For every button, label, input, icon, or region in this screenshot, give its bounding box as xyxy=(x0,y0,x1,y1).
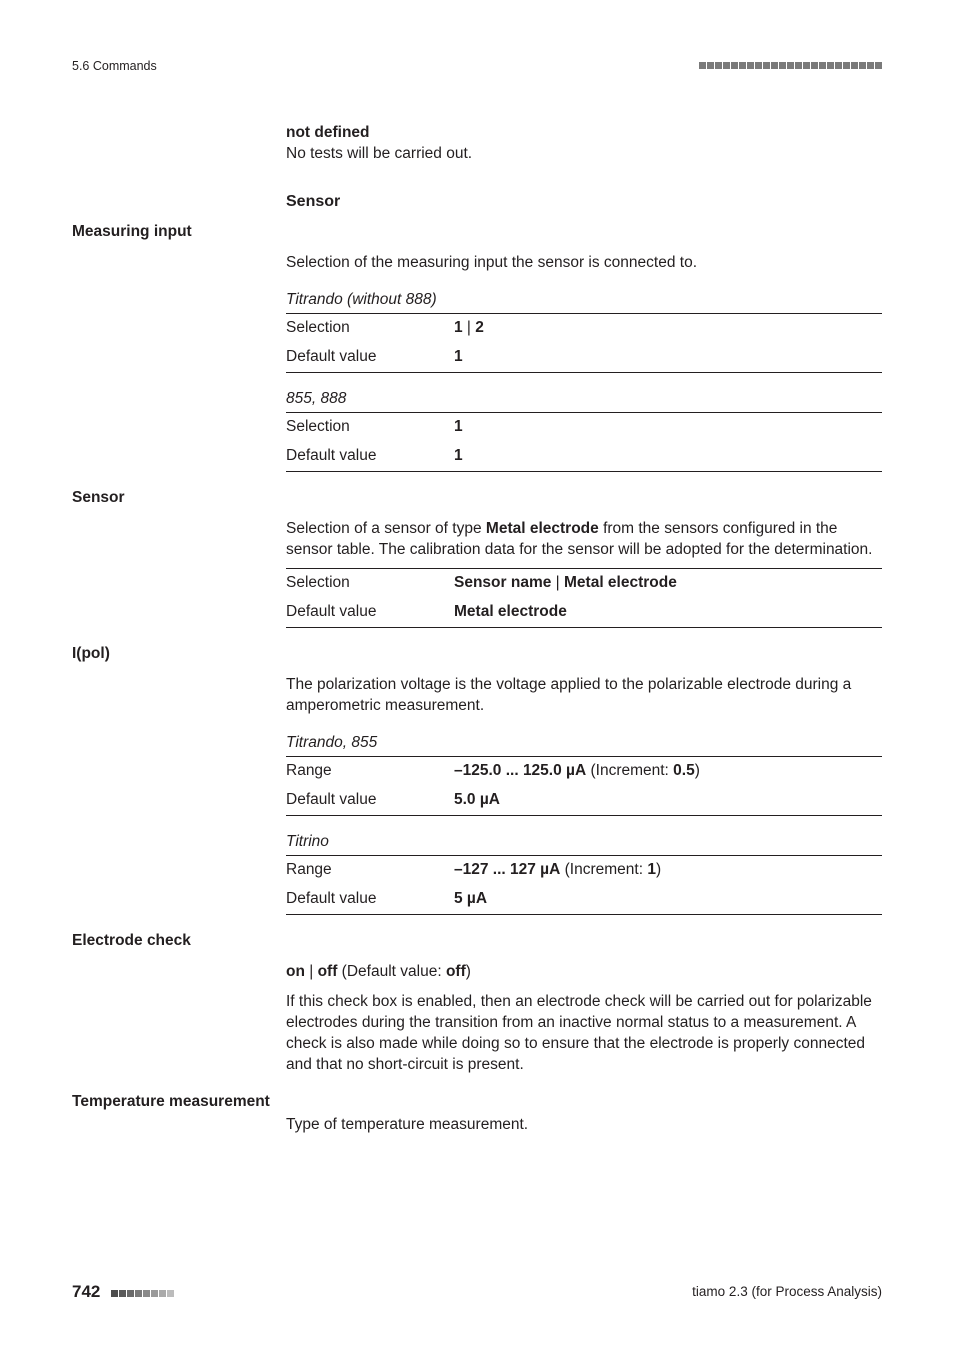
kv-table: Selection1Default value1 xyxy=(286,413,882,472)
row-value: –125.0 ... 125.0 µA (Increment: 0.5) xyxy=(454,757,882,786)
electrode-check-tail: ) xyxy=(466,963,471,980)
row-key: Selection xyxy=(286,413,454,442)
page-footer: 742 tiamo 2.3 (for Process Analysis) xyxy=(72,1281,882,1304)
table-row: Default valueMetal electrode xyxy=(286,598,882,627)
table-row: Default value5 µA xyxy=(286,885,882,914)
not-defined-block: not defined No tests will be carried out… xyxy=(286,123,882,212)
row-value: Metal electrode xyxy=(454,598,882,627)
page-content: not defined No tests will be carried out… xyxy=(72,123,882,1136)
sensor-intro: Selection of a sensor of type Metal elec… xyxy=(286,519,882,561)
header-ornament xyxy=(698,60,882,74)
row-key: Default value xyxy=(286,343,454,372)
group-caption: Titrando, 855 xyxy=(286,733,882,757)
row-key: Default value xyxy=(286,598,454,627)
kv-table: Range–127 ... 127 µA (Increment: 1)Defau… xyxy=(286,856,882,915)
electrode-check-toggle: on | off (Default value: off) xyxy=(286,962,882,983)
row-key: Selection xyxy=(286,569,454,598)
row-value: 1 xyxy=(454,343,882,372)
ipol-label: I(pol) xyxy=(72,644,882,665)
measuring-input-intro: Selection of the measuring input the sen… xyxy=(286,253,882,274)
electrode-check-on: on xyxy=(286,963,305,980)
electrode-check-default-value: off xyxy=(446,963,466,980)
row-value: 5 µA xyxy=(454,885,882,914)
temperature-measurement-text: Type of temperature measurement. xyxy=(286,1115,882,1136)
row-value: 1 xyxy=(454,442,882,471)
ipol-block: The polarization voltage is the voltage … xyxy=(286,675,882,914)
table-row: Default value5.0 µA xyxy=(286,786,882,815)
table-row: Range–127 ... 127 µA (Increment: 1) xyxy=(286,856,882,885)
row-key: Range xyxy=(286,757,454,786)
row-value: Sensor name | Metal electrode xyxy=(454,569,882,598)
group-caption: Titrando (without 888) xyxy=(286,290,882,314)
row-value: –127 ... 127 µA (Increment: 1) xyxy=(454,856,882,885)
temperature-measurement-label: Temperature measurement xyxy=(72,1092,882,1113)
page-number: 742 xyxy=(72,1282,100,1301)
footer-ornament xyxy=(110,1285,174,1300)
group-caption: Titrino xyxy=(286,832,882,856)
sensor-block: Selection of a sensor of type Metal elec… xyxy=(286,519,882,629)
row-key: Default value xyxy=(286,442,454,471)
row-key: Selection xyxy=(286,314,454,343)
electrode-check-default-label: (Default value: xyxy=(337,963,446,980)
temperature-measurement-block: Type of temperature measurement. xyxy=(286,1115,882,1136)
page-header: 5.6 Commands xyxy=(72,58,882,75)
measuring-input-block: Selection of the measuring input the sen… xyxy=(286,253,882,471)
table-row: Default value1 xyxy=(286,343,882,372)
electrode-check-off: off xyxy=(318,963,338,980)
electrode-check-text: If this check box is enabled, then an el… xyxy=(286,992,882,1076)
footer-left: 742 xyxy=(72,1281,174,1304)
kv-table: SelectionSensor name | Metal electrodeDe… xyxy=(286,569,882,628)
row-key: Range xyxy=(286,856,454,885)
row-value: 5.0 µA xyxy=(454,786,882,815)
sensor-label: Sensor xyxy=(72,488,882,509)
table-row: Selection1 xyxy=(286,413,882,442)
electrode-check-label: Electrode check xyxy=(72,931,882,952)
sensor-intro-bold: Metal electrode xyxy=(486,520,599,537)
kv-table: Selection1 | 2Default value1 xyxy=(286,314,882,373)
table-row: Range–125.0 ... 125.0 µA (Increment: 0.5… xyxy=(286,757,882,786)
table-row: Default value1 xyxy=(286,442,882,471)
row-key: Default value xyxy=(286,786,454,815)
group-caption: 855, 888 xyxy=(286,389,882,413)
not-defined-title: not defined xyxy=(286,123,882,144)
ipol-intro: The polarization voltage is the voltage … xyxy=(286,675,882,717)
electrode-check-block: on | off (Default value: off) If this ch… xyxy=(286,962,882,1077)
table-row: Selection1 | 2 xyxy=(286,314,882,343)
table-row: SelectionSensor name | Metal electrode xyxy=(286,569,882,598)
row-key: Default value xyxy=(286,885,454,914)
electrode-check-sep: | xyxy=(305,963,318,980)
section-reference: 5.6 Commands xyxy=(72,58,157,75)
row-value: 1 | 2 xyxy=(454,314,882,343)
row-value: 1 xyxy=(454,413,882,442)
product-name: tiamo 2.3 (for Process Analysis) xyxy=(692,1283,882,1301)
kv-table: Range–125.0 ... 125.0 µA (Increment: 0.5… xyxy=(286,757,882,816)
not-defined-text: No tests will be carried out. xyxy=(286,144,882,165)
sensor-heading: Sensor xyxy=(286,191,882,213)
sensor-intro-pre: Selection of a sensor of type xyxy=(286,520,486,537)
measuring-input-label: Measuring input xyxy=(72,222,882,243)
